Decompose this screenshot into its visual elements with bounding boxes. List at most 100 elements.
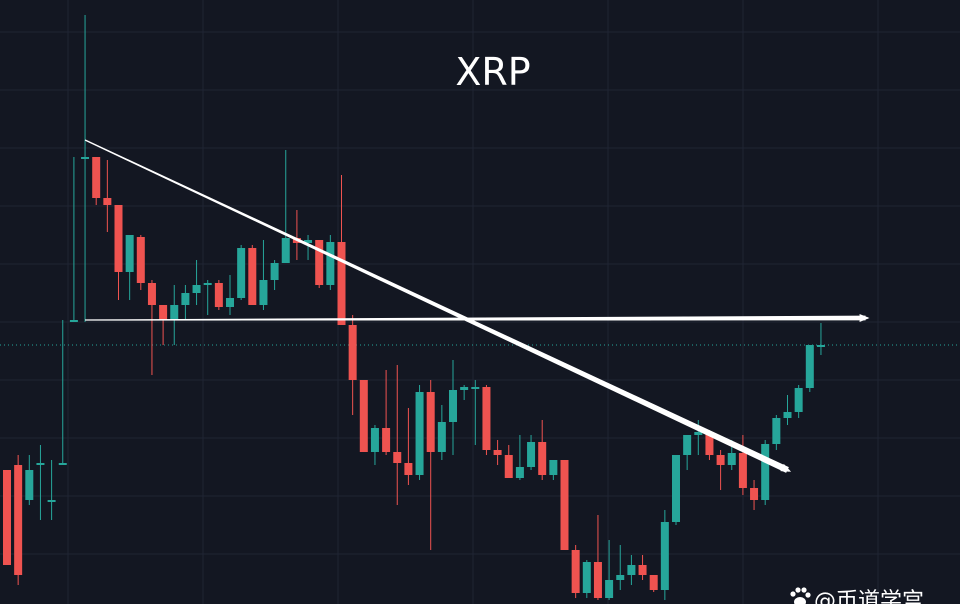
candle-body <box>449 390 457 422</box>
candle <box>203 280 212 315</box>
candle <box>716 450 725 490</box>
candle-body <box>281 238 290 263</box>
candle <box>326 235 335 290</box>
candle <box>437 405 446 460</box>
candle <box>415 385 424 480</box>
candle <box>794 385 803 418</box>
candle-body <box>816 345 825 347</box>
candle-body <box>672 455 680 522</box>
candle <box>605 540 614 600</box>
candle-body <box>493 450 502 455</box>
candle-body <box>794 388 803 412</box>
candle-body <box>660 522 669 590</box>
candle-body <box>415 392 424 475</box>
candle <box>25 455 34 505</box>
candle-body <box>627 565 636 575</box>
candle-body <box>738 453 747 488</box>
candle-body <box>159 305 168 320</box>
candle-body <box>515 467 524 478</box>
candle-body <box>538 442 547 475</box>
drawings <box>84 139 870 473</box>
candle <box>593 515 602 600</box>
chart-title: XRP <box>455 50 530 94</box>
candle-body <box>593 562 602 598</box>
candle <box>69 157 78 322</box>
candle <box>92 157 101 205</box>
candle <box>560 460 569 550</box>
candle <box>538 420 547 480</box>
candle <box>292 210 301 260</box>
candle-body <box>259 280 268 305</box>
candle-body <box>92 157 101 198</box>
candle-body <box>638 565 647 575</box>
candle-body <box>560 460 569 550</box>
candle-body <box>237 248 246 298</box>
candle-body <box>683 435 692 455</box>
candle <box>582 560 591 598</box>
candle <box>81 15 90 322</box>
candle <box>404 408 413 485</box>
candle <box>649 575 658 592</box>
candle <box>616 545 625 590</box>
candle-body <box>270 263 279 280</box>
candle <box>672 455 680 525</box>
candle <box>772 415 781 450</box>
candle <box>493 440 502 465</box>
candle <box>393 365 402 505</box>
candle <box>761 440 770 505</box>
candle <box>259 240 268 310</box>
candle <box>58 320 67 465</box>
candle <box>783 395 792 425</box>
candle <box>281 150 290 263</box>
candle-body <box>114 205 123 272</box>
candle-body <box>14 465 23 575</box>
candle <box>805 345 814 392</box>
candle-body <box>47 500 56 502</box>
candle-body <box>750 488 759 500</box>
candle <box>471 380 480 445</box>
candle <box>170 285 179 345</box>
trendline <box>84 139 789 473</box>
candle <box>248 245 257 305</box>
candle-body <box>136 237 145 283</box>
candle <box>660 510 669 600</box>
candle-body <box>460 387 469 390</box>
candle-body <box>36 463 45 465</box>
candle-body <box>649 575 658 590</box>
candle-body <box>326 242 335 285</box>
candle <box>192 260 201 305</box>
candle <box>304 235 313 260</box>
candle-body <box>382 428 391 452</box>
candle-body <box>437 422 446 452</box>
candles <box>3 15 825 600</box>
candle-body <box>337 242 346 325</box>
candle <box>36 445 45 520</box>
candle-body <box>471 387 480 389</box>
candle-body <box>359 380 368 452</box>
watermark-text: @币道学宫 <box>814 589 924 604</box>
candle <box>370 425 379 465</box>
candle <box>270 260 279 290</box>
candle <box>816 323 825 355</box>
candle <box>549 460 558 480</box>
candle-body <box>727 453 736 465</box>
candle <box>683 435 692 470</box>
candle <box>103 160 112 232</box>
candle-body <box>616 575 625 580</box>
candle <box>504 445 513 478</box>
candle-body <box>315 240 324 285</box>
candle <box>237 245 246 300</box>
candle-body <box>393 452 402 463</box>
candle-body <box>203 283 212 285</box>
candle-body <box>3 470 11 565</box>
candle-body <box>214 283 223 307</box>
paw-icon <box>790 587 811 604</box>
candle <box>638 555 647 580</box>
candle <box>382 370 391 455</box>
candle <box>214 280 223 310</box>
candle-body <box>370 428 379 452</box>
candle <box>348 315 357 415</box>
candle-body <box>58 463 67 465</box>
candle <box>571 545 580 598</box>
